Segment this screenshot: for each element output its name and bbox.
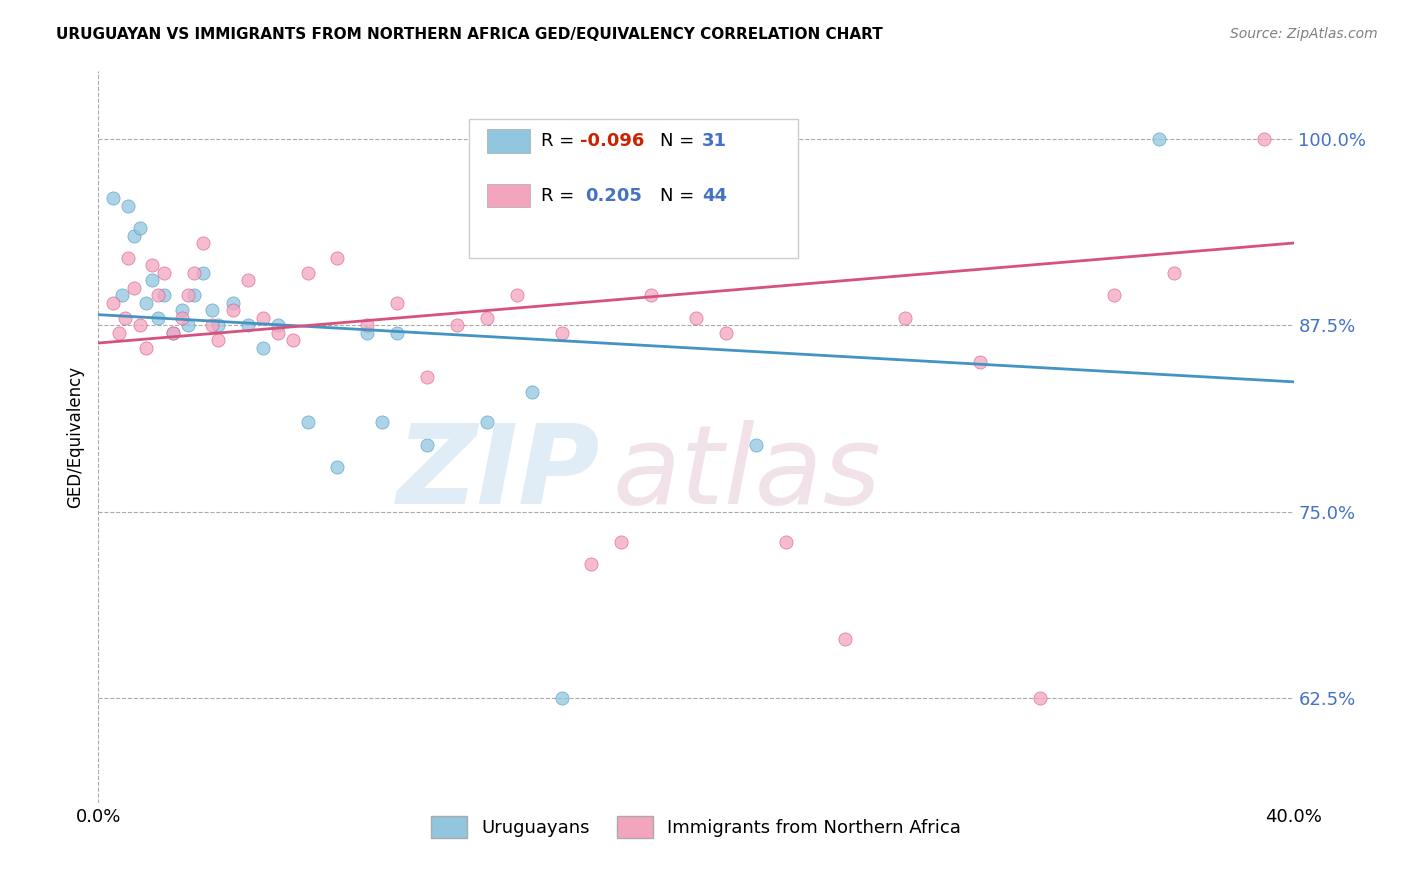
Point [356, 318, 378, 332]
Text: N =: N = [661, 132, 700, 150]
Point [371, 415, 394, 429]
Point [129, 318, 152, 332]
Point [172, 310, 194, 325]
Point [252, 310, 274, 325]
Text: ZIP: ZIP [396, 420, 600, 527]
Point [222, 303, 245, 318]
Point [252, 341, 274, 355]
Point [610, 534, 633, 549]
Point [581, 557, 603, 571]
Point [141, 273, 163, 287]
Text: -0.096: -0.096 [581, 132, 644, 150]
Point [1104, 288, 1126, 302]
Legend: Uruguayans, Immigrants from Northern Africa: Uruguayans, Immigrants from Northern Afr… [423, 808, 969, 845]
Point [103, 191, 125, 205]
Text: 44: 44 [702, 186, 727, 204]
Point [201, 318, 224, 332]
Point [207, 333, 229, 347]
Text: atlas: atlas [613, 420, 882, 527]
Point [177, 288, 200, 302]
Point [236, 273, 259, 287]
Point [385, 295, 409, 310]
Point [183, 266, 205, 280]
Point [745, 437, 768, 451]
Point [222, 295, 245, 310]
Point [162, 326, 184, 340]
Text: 0.205: 0.205 [585, 186, 641, 204]
Point [111, 288, 134, 302]
Point [191, 235, 214, 250]
Point [385, 326, 409, 340]
Point [685, 310, 707, 325]
Text: R =: R = [541, 132, 579, 150]
Point [148, 288, 170, 302]
Point [236, 318, 259, 332]
Point [297, 415, 319, 429]
Point [297, 266, 319, 280]
Point [135, 341, 157, 355]
Point [103, 295, 125, 310]
Point [640, 288, 662, 302]
FancyBboxPatch shape [470, 119, 797, 258]
Point [201, 303, 224, 318]
Point [416, 370, 439, 384]
Text: R =: R = [541, 186, 579, 204]
Point [191, 266, 214, 280]
Point [129, 221, 152, 235]
Point [148, 310, 170, 325]
Point [117, 199, 139, 213]
Point [177, 318, 200, 332]
Point [124, 228, 146, 243]
Point [267, 326, 290, 340]
Point [475, 415, 498, 429]
Point [108, 326, 131, 340]
Point [1163, 266, 1185, 280]
Point [153, 288, 176, 302]
Point [356, 326, 378, 340]
Point [550, 326, 572, 340]
Point [267, 318, 290, 332]
Point [326, 459, 349, 474]
Point [550, 691, 572, 706]
Point [114, 310, 136, 325]
Text: Source: ZipAtlas.com: Source: ZipAtlas.com [1230, 27, 1378, 41]
Point [135, 295, 157, 310]
Point [162, 326, 184, 340]
Point [183, 288, 205, 302]
Text: N =: N = [661, 186, 700, 204]
Text: URUGUAYAN VS IMMIGRANTS FROM NORTHERN AFRICA GED/EQUIVALENCY CORRELATION CHART: URUGUAYAN VS IMMIGRANTS FROM NORTHERN AF… [56, 27, 883, 42]
Point [153, 266, 176, 280]
Point [506, 288, 529, 302]
Text: 31: 31 [702, 132, 727, 150]
Point [969, 355, 991, 369]
Point [1253, 131, 1275, 145]
Y-axis label: GED/Equivalency: GED/Equivalency [66, 366, 84, 508]
Point [475, 310, 498, 325]
Point [1028, 691, 1050, 706]
Point [1147, 131, 1170, 145]
Point [172, 303, 194, 318]
Point [446, 318, 468, 332]
Point [141, 259, 163, 273]
Point [775, 534, 797, 549]
Point [124, 281, 146, 295]
Point [207, 318, 229, 332]
Point [281, 333, 304, 347]
Point [894, 310, 917, 325]
Point [520, 385, 543, 400]
Point [416, 437, 439, 451]
Point [714, 326, 737, 340]
Point [117, 251, 139, 265]
FancyBboxPatch shape [486, 129, 530, 153]
Point [834, 632, 856, 646]
Point [326, 251, 349, 265]
FancyBboxPatch shape [486, 184, 530, 208]
